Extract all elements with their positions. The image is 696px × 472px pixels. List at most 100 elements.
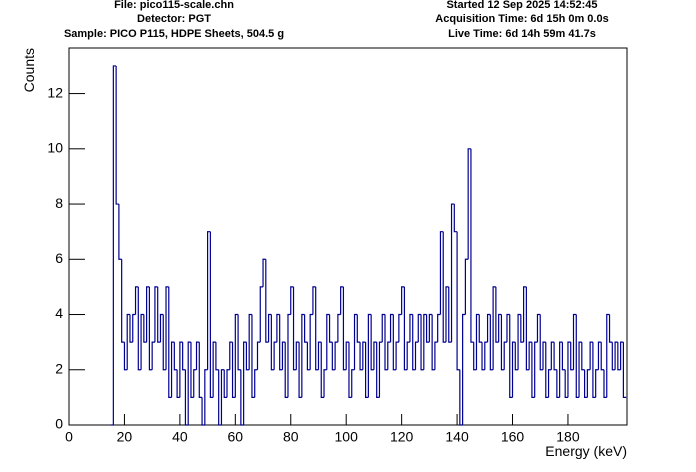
histogram-bin — [420, 314, 424, 371]
histogram-bin — [240, 369, 244, 426]
histogram-bin — [450, 203, 455, 343]
histogram-bin — [309, 313, 313, 370]
histogram-bin — [606, 313, 610, 398]
histogram-bin — [489, 314, 494, 371]
histogram-bin — [531, 342, 535, 398]
histogram-bin — [414, 341, 419, 370]
histogram-bin — [265, 259, 269, 343]
histogram-bin — [187, 341, 191, 425]
histogram-bin — [287, 313, 291, 398]
y-tick-label: 4 — [55, 305, 63, 321]
histogram-bin — [201, 397, 205, 426]
histogram-bin — [592, 342, 596, 398]
histogram-bin — [528, 341, 532, 370]
histogram-bin — [279, 314, 283, 371]
histogram-bin — [267, 313, 272, 343]
histogram-bin — [409, 313, 413, 343]
histogram-bin — [276, 313, 280, 343]
histogram-bin — [262, 258, 266, 287]
histogram-bin — [212, 341, 216, 398]
y-tick-label: 8 — [55, 195, 63, 211]
histogram-bin — [614, 341, 618, 370]
histogram-bin — [389, 313, 394, 343]
histogram-bin — [248, 313, 252, 370]
histogram-bin — [173, 342, 178, 371]
y-tick-label: 6 — [55, 250, 63, 266]
histogram-bin — [148, 286, 153, 371]
histogram-bin — [453, 204, 458, 233]
y-tick-label: 2 — [55, 360, 63, 376]
histogram-bin — [611, 342, 616, 371]
histogram-bin — [320, 342, 325, 398]
histogram-bin — [284, 342, 288, 398]
histogram-bin — [317, 341, 322, 370]
histogram-bin — [620, 341, 624, 370]
histogram-bin — [251, 314, 255, 398]
histogram-bin — [542, 341, 546, 370]
histogram-bin — [259, 286, 264, 343]
histogram-bin — [478, 314, 483, 343]
histogram-bin — [536, 313, 541, 343]
histogram-bin — [273, 341, 277, 370]
histogram-bin — [525, 286, 530, 371]
histogram-bin — [218, 369, 222, 426]
histogram-bin — [112, 65, 117, 425]
histogram-bin — [134, 286, 139, 315]
histogram-bin — [121, 259, 125, 343]
histogram-bin — [123, 342, 128, 371]
histogram-bin — [603, 369, 607, 398]
histogram-bin — [500, 314, 505, 371]
histogram-bin — [345, 341, 349, 370]
histogram-bin — [146, 286, 150, 343]
histogram-bin — [137, 286, 142, 371]
histogram-bin — [323, 369, 327, 398]
histogram-bin — [498, 313, 502, 343]
histogram-bin — [115, 65, 119, 205]
x-tick-label: 40 — [172, 429, 188, 445]
histogram-bin — [406, 341, 410, 370]
histogram-bin — [353, 313, 358, 370]
histogram-bin — [143, 314, 147, 343]
y-tick-label: 0 — [55, 416, 63, 432]
histogram-bin — [292, 286, 297, 371]
histogram-bin — [547, 369, 552, 398]
histogram-bin — [600, 342, 604, 371]
histogram-bin — [215, 342, 219, 371]
histogram-bin — [298, 342, 302, 398]
x-tick-label: 140 — [445, 429, 469, 445]
histogram-bin — [622, 342, 627, 398]
histogram-bin — [539, 314, 544, 371]
histogram-bin — [281, 341, 286, 370]
histogram-bin — [431, 314, 435, 371]
info-text: Started 12 Sep 2025 14:52:45 — [446, 0, 597, 11]
histogram-bin — [486, 313, 491, 343]
histogram-bin — [362, 341, 366, 370]
histogram-bin — [495, 286, 499, 343]
histogram-bin — [184, 369, 189, 426]
histogram-bin — [509, 314, 513, 398]
histogram-bin — [176, 369, 180, 398]
histogram-bin — [417, 313, 422, 343]
histogram-bin — [437, 313, 441, 343]
info-text: Sample: PICO P115, HDPE Sheets, 504.5 g — [64, 28, 284, 40]
histogram-bin — [132, 313, 136, 343]
info-text: Detector: PGT — [137, 13, 211, 25]
histogram-bin — [356, 314, 361, 343]
histogram-bin — [198, 342, 203, 398]
histogram-bin — [340, 286, 344, 315]
histogram-bin — [395, 341, 399, 370]
histogram-bin — [506, 313, 510, 343]
histogram-bin — [553, 342, 557, 371]
histogram-bin — [597, 341, 602, 370]
histogram-bin — [473, 342, 477, 371]
histogram-bin — [595, 369, 599, 398]
histogram-bin — [328, 314, 333, 343]
histogram-bin — [376, 342, 380, 398]
histogram-bin — [301, 313, 305, 398]
histogram-bin — [237, 314, 241, 371]
histogram-bin — [290, 286, 294, 315]
info-text: Live Time: 6d 14h 59m 41.7s — [448, 28, 596, 40]
histogram-bin — [464, 258, 469, 315]
histogram-bin — [439, 231, 444, 315]
